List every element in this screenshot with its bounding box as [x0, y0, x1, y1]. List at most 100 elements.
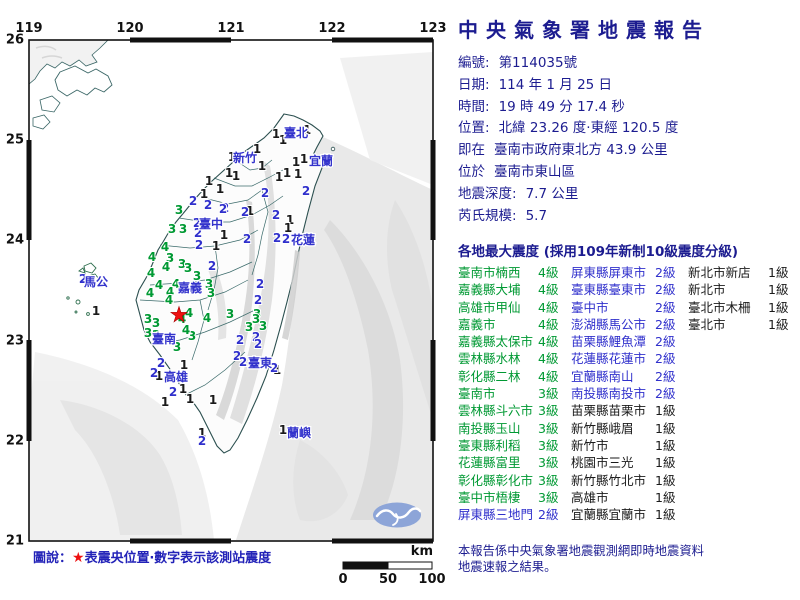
station-name	[688, 366, 768, 385]
intensity-marker: 2	[208, 259, 216, 273]
lon-tick-label: 119	[15, 21, 43, 36]
earthquake-report-panel: 中央氣象署地震報告 編號: 第114035號 日期: 114 年 1 月 25 日時間…	[457, 0, 800, 600]
report-field: 芮氏規模: 5.7	[458, 204, 678, 226]
field-label: 編號:	[458, 55, 490, 71]
station-intensity: 3級	[538, 489, 559, 505]
taiwan-outline	[135, 113, 324, 454]
field-value: 114 年 1 月 25 日	[498, 76, 613, 93]
intensity-marker: 3	[188, 329, 196, 343]
station-intensity: 1級	[768, 299, 789, 315]
station-name: 彰化縣二林	[458, 368, 521, 384]
intensity-marker: 3	[173, 340, 181, 354]
intensity-marker: 4	[162, 260, 170, 274]
station-name: 澎湖縣馬公市	[571, 316, 647, 332]
table-row: 臺東縣利稻 3級 新竹市 1級	[458, 435, 798, 454]
intensity-marker: 2	[236, 333, 244, 347]
report-field: 日期: 114 年 1 月 25 日	[458, 73, 678, 95]
station-intensity: 1級	[655, 472, 676, 488]
station-intensity: 2級	[655, 334, 676, 350]
station-intensity: 2級	[655, 282, 676, 298]
intensity-marker: 2	[193, 216, 201, 230]
city-label: 臺東	[248, 355, 272, 370]
intensity-marker: 1	[300, 152, 308, 166]
intensity-marker: 2	[233, 349, 241, 363]
station-intensity: 2級	[655, 368, 676, 384]
intensity-marker: 2	[239, 355, 247, 369]
station-name: 臺中市梧棲	[458, 489, 521, 505]
intensity-marker: 3	[166, 251, 174, 265]
penghu-islands	[66, 262, 100, 316]
station-name: 苗栗縣鯉魚潭	[571, 334, 647, 350]
intensity-marker: 4	[146, 286, 154, 300]
intensity-marker: 3	[152, 328, 160, 342]
intensity-marker: 1	[232, 169, 240, 183]
lat-tick-label: 24	[5, 232, 24, 248]
station-name: 桃園市三光	[571, 455, 634, 471]
report-field: 位於 臺南市東山區	[458, 160, 678, 182]
intensity-marker: 3	[184, 261, 192, 275]
field-value: 7.7 公里	[525, 185, 579, 202]
table-row: 臺中市梧棲 3級 高雄市 1級	[458, 487, 798, 506]
lon-tick-label: 122	[318, 21, 346, 36]
lon-tick-label: 120	[116, 21, 144, 36]
table-row: 嘉義縣太保市 4級 苗栗縣鯉魚潭 2級	[458, 331, 798, 350]
city-label: 臺中	[199, 216, 223, 231]
lat-tick-label: 23	[5, 333, 24, 349]
station-name: 屏東縣三地門	[458, 507, 534, 523]
station-intensity: 2級	[538, 507, 559, 523]
field-value: 北緯 23.26 度‧東經 120.5 度	[498, 120, 679, 137]
table-row: 屏東縣三地門 2級 宜蘭縣宜蘭市 1級	[458, 504, 798, 523]
city-label: 臺北	[284, 125, 308, 140]
station-intensity	[768, 400, 798, 419]
station-name: 新竹縣竹北市	[571, 472, 647, 488]
station-name: 臺東縣利稻	[458, 437, 521, 453]
station-name: 嘉義縣太保市	[458, 334, 534, 350]
intensity-marker: 2	[261, 186, 269, 200]
footnote-line: 本報告係中央氣象署地震觀測網即時地震資料	[458, 544, 704, 558]
intensity-marker: 1	[279, 133, 287, 147]
intensity-marker: 4	[185, 306, 193, 320]
intensity-marker: 2	[252, 330, 260, 344]
field-label: 位於	[458, 163, 485, 180]
station-name	[688, 487, 768, 506]
intensity-marker: 3	[205, 277, 213, 291]
field-value: 臺南市政府東北方 43.9 公里	[494, 142, 668, 159]
intensity-marker: 1	[286, 213, 294, 227]
station-intensity: 2級	[655, 265, 676, 280]
station-name: 臺北市	[688, 316, 726, 332]
intensity-marker: 3	[168, 222, 176, 236]
city-label: 花蓮	[291, 232, 315, 247]
station-intensity	[768, 487, 798, 506]
field-value: 第114035號	[498, 55, 578, 71]
station-name: 苗栗縣苗栗市	[571, 403, 647, 419]
station-name	[688, 418, 768, 437]
map-frame	[26, 37, 436, 544]
table-row: 臺南市 3級 南投縣南投市 2級	[458, 383, 798, 401]
scale-unit-label: km	[410, 544, 433, 559]
table-row: 嘉義縣大埔 4級 臺東縣臺東市 2級 新北市 1級	[458, 279, 798, 298]
field-label: 日期:	[458, 76, 490, 93]
field-label: 時間:	[458, 98, 490, 115]
station-name	[688, 331, 768, 350]
intensity-marker: 1	[225, 166, 233, 180]
station-intensity	[768, 435, 798, 454]
legend-star-icon: ★	[72, 550, 85, 566]
intensity-marker: 1	[209, 393, 217, 407]
table-row: 高雄市甲仙 4級 臺中市 2級 臺北市木柵 1級	[458, 297, 798, 315]
station-intensity: 1級	[655, 455, 676, 471]
station-name: 宜蘭縣南山	[571, 368, 634, 384]
intensity-marker: 2	[221, 201, 229, 215]
station-intensity	[768, 504, 798, 523]
report-fields: 編號: 第114035號 日期: 114 年 1 月 25 日時間: 19 時 49 分…	[458, 51, 678, 225]
table-row: 南投縣玉山 3級 新竹縣峨眉 1級	[458, 418, 798, 437]
field-value: 5.7	[525, 207, 548, 224]
intensity-marker: 4	[166, 285, 174, 299]
intensity-marker: 2	[270, 361, 278, 375]
station-name: 彰化縣彰化市	[458, 472, 534, 488]
station-name: 新北市新店	[688, 265, 751, 280]
intensity-marker: 1	[294, 167, 302, 181]
station-name: 宜蘭縣宜蘭市	[571, 507, 647, 523]
china-coast	[28, 39, 113, 130]
